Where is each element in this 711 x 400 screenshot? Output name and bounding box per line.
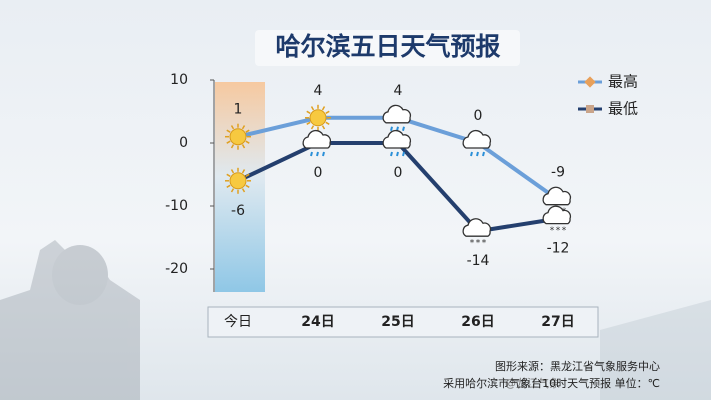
rain-drop xyxy=(310,151,313,157)
sun-ray xyxy=(241,169,246,174)
rain-drop xyxy=(476,151,479,157)
sun-ray xyxy=(321,125,326,130)
cloud xyxy=(302,129,332,149)
sun-ray xyxy=(230,169,235,174)
category-bar xyxy=(207,306,599,338)
source: 图形来源：黑龙江省气象服务中心 xyxy=(495,359,660,373)
sun-ray xyxy=(226,184,231,188)
data-label: 1 xyxy=(234,102,243,118)
cloud xyxy=(382,104,412,124)
snowflake: * xyxy=(550,226,555,236)
sun-core xyxy=(229,172,247,190)
data-label: -9 xyxy=(551,165,565,181)
watermark: @龙江气象 xyxy=(505,376,560,390)
rain-drop xyxy=(482,151,485,157)
sun-ray xyxy=(226,129,231,133)
data-label: -14 xyxy=(467,253,490,269)
sun-ray xyxy=(230,144,235,149)
sun-ray xyxy=(230,125,235,130)
snowflake: * xyxy=(482,239,487,249)
sun-core xyxy=(309,109,327,127)
snowflake: * xyxy=(562,226,567,236)
data-label: 0 xyxy=(314,165,323,181)
snowflake: * xyxy=(470,239,475,249)
x-tick-label: 25日 xyxy=(381,314,414,330)
cloud-icon xyxy=(302,129,332,157)
sun-ray xyxy=(226,173,231,177)
cloud xyxy=(462,129,492,149)
cloud-icon xyxy=(382,104,412,132)
x-tick-label: 26日 xyxy=(461,314,494,330)
sun-ray xyxy=(241,188,246,193)
sun-ray xyxy=(241,144,246,149)
data-label: 4 xyxy=(394,83,403,99)
sun-ray xyxy=(306,110,311,114)
sun-ray xyxy=(226,140,231,144)
data-label: -12 xyxy=(547,241,570,257)
data-label: -6 xyxy=(231,203,245,219)
sun-ray xyxy=(325,110,330,114)
data-label: 4 xyxy=(314,83,323,99)
rain-drop xyxy=(396,151,399,157)
sun-ray xyxy=(245,184,250,188)
rain-drop xyxy=(470,151,473,157)
sun-ray xyxy=(245,140,250,144)
sun-ray xyxy=(310,106,315,111)
legend-marker xyxy=(586,105,594,113)
rain-drop xyxy=(316,151,319,157)
y-tick-label: -20 xyxy=(165,261,188,277)
cloud xyxy=(382,129,412,149)
cloud-icon: *** xyxy=(462,218,492,249)
sun-ray xyxy=(230,188,235,193)
rain-drop xyxy=(390,151,393,157)
sun-ray xyxy=(241,125,246,130)
title-bg xyxy=(255,30,520,66)
rain-drop xyxy=(322,151,325,157)
chart-title: 哈尔滨五日天气预报 xyxy=(275,32,500,61)
scenery xyxy=(0,240,711,400)
rain-drop xyxy=(390,126,393,132)
data-label: 0 xyxy=(474,108,483,124)
snowflake: * xyxy=(476,239,481,249)
sun-icon xyxy=(225,123,251,150)
sun-ray xyxy=(245,129,250,133)
y-tick-label: -10 xyxy=(165,198,188,214)
sun-ray xyxy=(321,106,326,111)
sun-icon xyxy=(305,104,331,131)
note: 采用哈尔滨市气象台10时天气预报 单位：℃ xyxy=(443,376,660,390)
sun-ray xyxy=(306,121,311,125)
y-tick-label: 0 xyxy=(179,135,188,151)
x-tick-label: 27日 xyxy=(541,314,574,330)
y-tick-label: 10 xyxy=(170,72,188,88)
sun-icon xyxy=(225,167,251,194)
x-tick-label: 24日 xyxy=(301,314,334,330)
cloud xyxy=(542,205,572,225)
data-label: 0 xyxy=(394,165,403,181)
sun-ray xyxy=(245,173,250,177)
sun-core xyxy=(229,128,247,146)
cloud xyxy=(542,186,572,206)
sun-ray xyxy=(325,121,330,125)
cloud-icon xyxy=(462,129,492,157)
legend-label: 最高 xyxy=(608,73,638,91)
cloud-icon xyxy=(382,129,412,157)
rain-drop xyxy=(402,126,405,132)
cloud-icon: *** xyxy=(542,205,572,236)
legend-label: 最低 xyxy=(608,100,638,118)
snowflake: * xyxy=(556,226,561,236)
sun-ray xyxy=(310,125,315,130)
cloud xyxy=(462,218,492,237)
x-tick-label: 今日 xyxy=(224,314,252,330)
rain-drop xyxy=(402,151,405,157)
